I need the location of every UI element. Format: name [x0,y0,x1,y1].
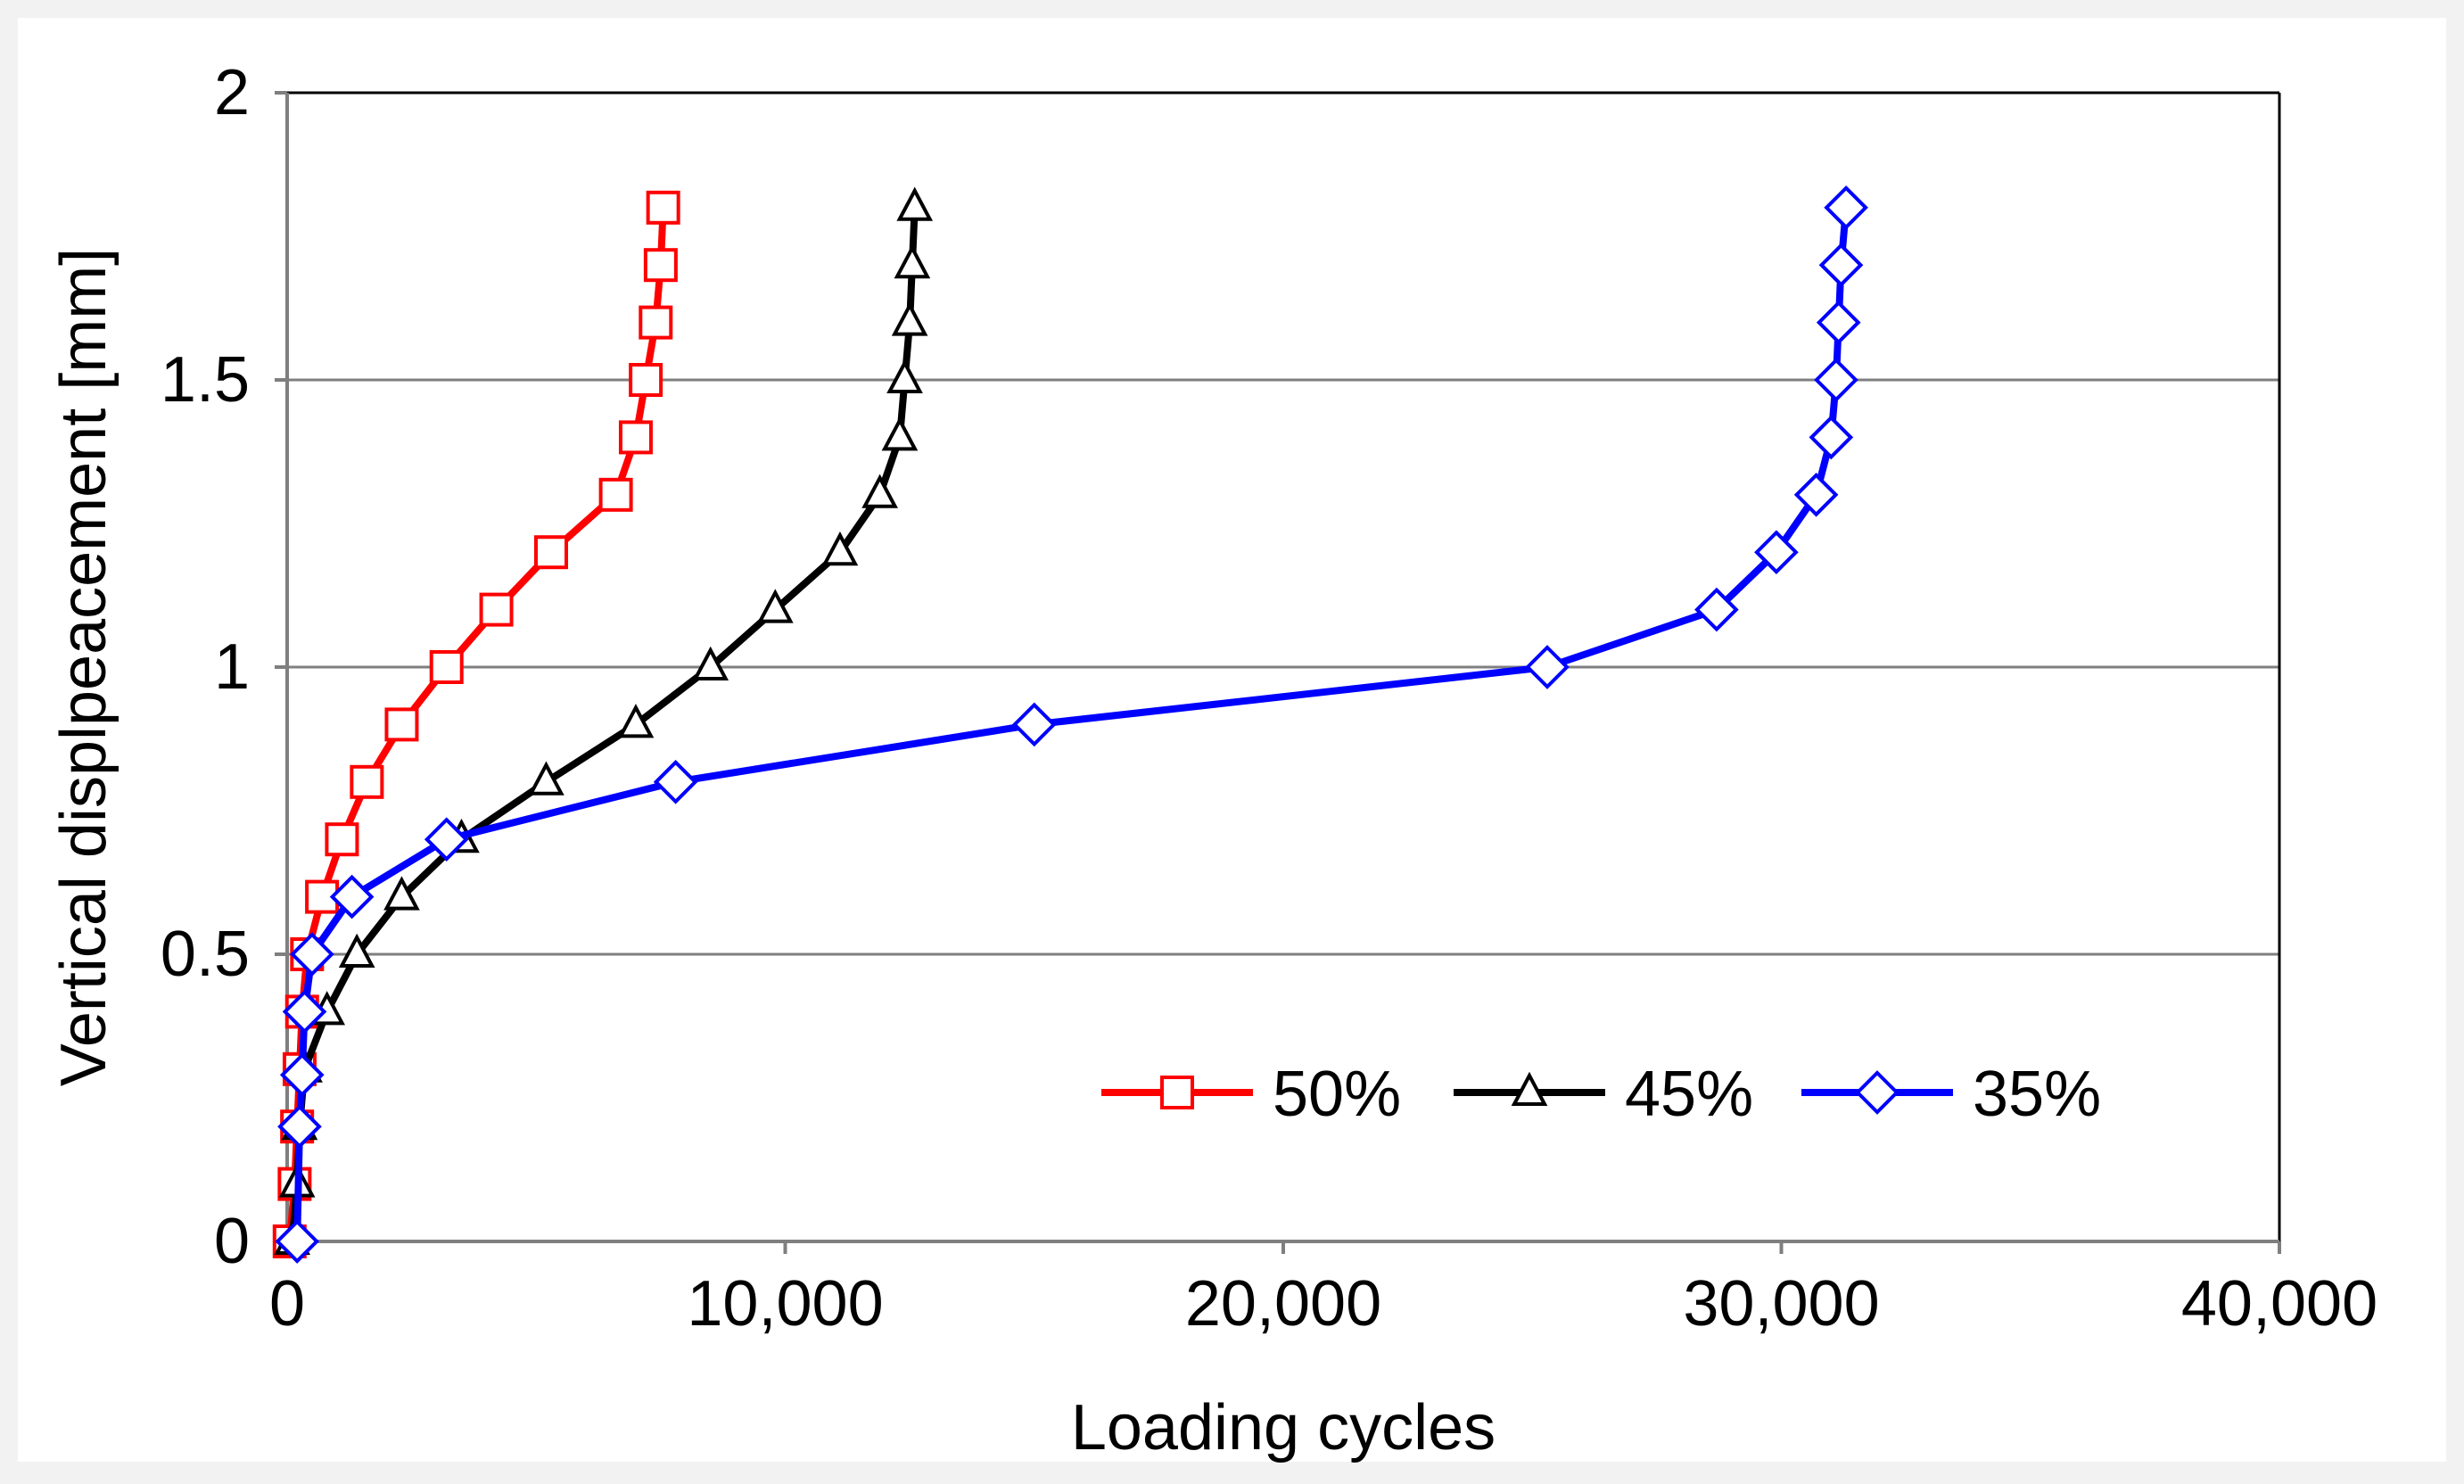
x-tick-label-4: 40,000 [2181,1268,2377,1340]
series [272,185,1868,1264]
legend: 50% 45% 35% [1101,1059,2101,1130]
data-point-1-15 [886,359,923,393]
data-point-2-15 [1816,300,1861,345]
legend-item-2: 35% [1801,1059,2101,1130]
data-point-0-17 [643,248,678,283]
data-point-2-11 [1754,530,1799,575]
data-point-2-16 [1818,243,1864,288]
legend-label-0: 50% [1273,1059,1401,1130]
data-point-1-18 [896,186,934,221]
y-axis-title: Vertical displpeacement [mm] [48,248,119,1086]
data-point-1-13 [861,474,898,508]
data-point-2-12 [1793,472,1839,517]
data-point-0-7 [325,822,359,857]
series-2 [275,185,1868,1264]
data-point-1-9 [617,704,655,738]
data-point-0-14 [618,420,653,455]
data-point-2-4 [290,932,334,977]
data-point-2-1 [277,1104,322,1150]
legend-marker-0 [1160,1076,1194,1109]
legend-marker-2 [1855,1070,1900,1115]
data-point-1-5 [338,933,375,968]
data-point-2-8 [1011,702,1057,747]
data-point-2-0 [275,1219,319,1264]
y-tick-label-1: 0.5 [161,919,250,990]
x-tick-label-1: 10,000 [687,1268,883,1340]
x-axis-title: Loading cycles [1071,1392,1496,1463]
data-point-0-11 [479,592,514,627]
y-tick-label-4: 2 [214,57,250,128]
x-tick-label-2: 20,000 [1185,1268,1381,1340]
data-point-2-7 [653,759,698,804]
axes [275,91,2281,1254]
data-point-0-15 [629,363,663,397]
data-point-0-18 [646,190,680,225]
data-point-0-16 [639,305,673,340]
data-point-1-12 [821,531,859,566]
data-point-2-6 [424,817,469,862]
data-point-2-3 [282,989,327,1035]
data-point-0-10 [429,650,464,684]
data-point-2-14 [1814,358,1858,402]
data-point-1-16 [891,301,928,336]
tick-labels: 0 0.5 1 1.5 2 0 10,000 20,000 30,000 40,000 [161,57,2377,1340]
y-tick-label-2: 1 [214,631,250,703]
legend-label-2: 35% [1973,1059,2101,1130]
data-point-2-2 [279,1052,325,1098]
data-point-0-13 [598,477,633,512]
data-point-1-10 [692,646,729,680]
data-point-0-12 [534,535,569,570]
x-tick-label-0: 0 [269,1268,305,1340]
data-point-1-6 [383,876,420,911]
legend-item-1: 45% [1454,1059,1753,1130]
legend-item-0: 50% [1101,1059,1401,1130]
data-point-2-9 [1525,645,1570,689]
data-point-1-11 [757,589,794,623]
data-point-2-17 [1824,185,1868,230]
data-point-1-14 [881,416,919,451]
data-point-0-9 [384,707,419,742]
data-point-1-8 [528,761,564,796]
data-point-0-8 [350,764,384,799]
data-point-2-10 [1694,587,1739,632]
legend-label-1: 45% [1625,1059,1753,1130]
x-tick-label-3: 30,000 [1683,1268,1879,1340]
data-point-2-13 [1809,415,1854,460]
data-point-1-17 [894,243,931,279]
legend-marker-1 [1511,1071,1548,1106]
data-point-2-5 [329,874,375,919]
y-tick-label-0: 0 [214,1206,250,1277]
y-tick-label-3: 1.5 [161,344,250,416]
